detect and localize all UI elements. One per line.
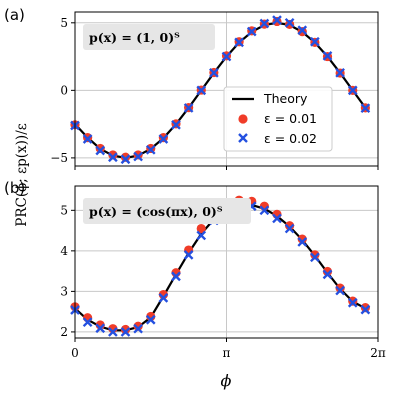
panel-b-point-eps-large [322, 269, 333, 280]
panel-a-ytick-label: −5 [50, 151, 68, 165]
panel-a-point-eps-large [183, 103, 194, 113]
panel-b-point-eps-large [347, 297, 358, 308]
panel-b-point-eps-small [360, 303, 370, 313]
panel-a-point-eps-large [133, 151, 143, 162]
panel-b-point-eps-large [120, 327, 131, 337]
legend-theory-label: Theory [263, 91, 308, 106]
panel-a-point-eps-large [145, 144, 156, 155]
legend: Theory ε = 0.01 ε = 0.02 [223, 86, 333, 152]
panel-a-point-eps-large [272, 15, 282, 25]
panel-a-point-eps-large [310, 36, 320, 47]
panel-b-point-eps-large [284, 223, 295, 234]
legend-eps-small-marker [238, 114, 248, 124]
panel-a-point-eps-large [158, 134, 169, 144]
panel-b-point-eps-large [158, 293, 169, 303]
panel-b-point-eps-large [196, 230, 207, 241]
panel-b-point-eps-large [360, 304, 371, 315]
legend-eps-large-label: ε = 0.02 [264, 131, 317, 146]
panel-a-point-eps-large [95, 145, 106, 156]
panel-b-point-eps-large [82, 317, 93, 328]
panel-a-annotation: p(x) = (1, 0)ᵀ [89, 30, 180, 45]
panel-b-point-eps-small [335, 283, 345, 293]
panel-a-point-eps-large [360, 103, 371, 114]
panel-b-xtick-label: π [223, 346, 231, 360]
panel-b-point-eps-large [133, 323, 143, 334]
panel-a-point-eps-large [221, 51, 232, 62]
panel-b-point-eps-small [196, 223, 206, 234]
panel-b-point-eps-large [272, 213, 282, 224]
panel-b-xtick-label: 2π [370, 346, 386, 360]
legend-eps-small-label: ε = 0.01 [264, 111, 317, 126]
panel-a-point-eps-large [209, 67, 219, 78]
panel-a-point-eps-small [108, 150, 118, 160]
panel-a-series [70, 15, 371, 165]
panel-a-point-eps-large [120, 154, 131, 165]
panel-b-point-eps-large [108, 327, 118, 337]
panel-b-ytick-label: 4 [60, 244, 68, 258]
panel-b-point-eps-small [133, 321, 143, 331]
panel-b-label: (b) [4, 179, 25, 197]
panel-b-point-eps-small [120, 324, 131, 335]
panel-b-point-eps-large [297, 237, 308, 247]
panel-b-ticks: 2 3 4 5 0 π 2π [60, 203, 386, 360]
panel-a-annotation-box [83, 24, 215, 50]
panel-b-point-eps-large [171, 271, 181, 282]
panel-a-ticks: −5 0 5 [50, 16, 379, 170]
panel-a-point-eps-large [284, 17, 295, 28]
panel-a-point-eps-large [297, 25, 308, 36]
panel-b-annotation-box [83, 198, 251, 224]
x-axis-label: ϕ [221, 371, 232, 390]
panel-a-point-eps-large [108, 152, 118, 163]
panel-b-annotation: p(x) = (cos(πx), 0)ᵀ [89, 204, 223, 219]
panel-b-point-eps-large [95, 323, 106, 334]
panel-b-point-eps-large [145, 314, 156, 325]
legend-box [223, 86, 333, 152]
y-axis-label: PRC(ϕ; εp(x))/ε [14, 123, 30, 226]
panel-a-point-eps-small [95, 143, 105, 154]
panel-a-point-eps-large [82, 134, 93, 144]
panel-b-ytick-label: 2 [60, 325, 68, 339]
panel-b-point-eps-small [297, 234, 307, 244]
panel-b-point-eps-large [310, 252, 320, 263]
panel-b-point-eps-small [310, 250, 320, 260]
panel-a-point-eps-large [171, 119, 181, 130]
panel-a-ytick-label: 0 [60, 83, 68, 97]
panel-b-point-eps-large [259, 205, 270, 216]
panel-a-point-eps-large [234, 37, 244, 48]
panel-a-point-eps-large [196, 85, 207, 96]
panel-b-ytick-label: 3 [60, 284, 68, 298]
panel-a-point-eps-large [246, 26, 257, 37]
panel-a-ytick-label: 5 [60, 16, 68, 30]
panel-b-ytick-label: 5 [60, 203, 68, 217]
panel-b-point-eps-small [285, 221, 295, 231]
panel-b-point-eps-large [183, 250, 194, 260]
legend-eps-large-marker [238, 133, 248, 143]
panel-b-point-eps-small [322, 266, 333, 277]
panel-a-point-eps-large [347, 85, 358, 96]
panel-a-label: (a) [4, 6, 25, 24]
panel-a-point-eps-large [322, 51, 333, 61]
panel-a-point-eps-small [120, 152, 131, 162]
panel-a-point-eps-large [259, 18, 270, 29]
panel-b-xtick-label: 0 [71, 346, 79, 360]
panel-a-point-eps-large [335, 67, 345, 78]
panel-a: −5 0 5 p(x) = (1, 0)ᵀ Theory ε = 0.01 ε = … [4, 6, 379, 170]
panel-b: 2 3 4 5 0 π 2π p(x) = (cos(πx), 0)ᵀ (b) [4, 179, 386, 360]
panel-b-point-eps-large [335, 285, 345, 296]
